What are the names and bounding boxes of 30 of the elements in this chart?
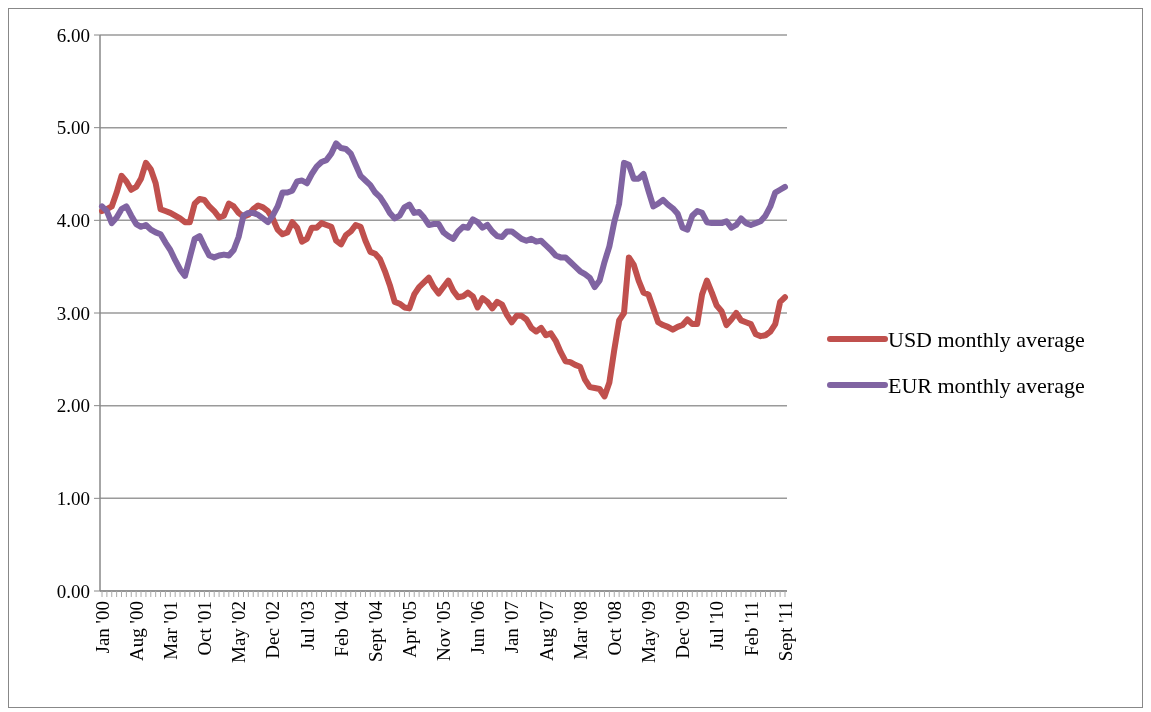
legend-label: USD monthly average <box>888 326 1085 352</box>
x-tick-label: Sept '04 <box>364 600 386 662</box>
x-tick-label: Nov '05 <box>433 601 455 661</box>
legend-label: EUR monthly average <box>888 372 1085 398</box>
x-tick-label: May '09 <box>638 601 660 664</box>
y-tick-label: 1.00 <box>56 487 90 509</box>
x-tick-label: Oct '08 <box>603 601 625 656</box>
x-tick-label: Jul '10 <box>706 601 728 651</box>
x-tick-label: Jan '07 <box>501 601 523 654</box>
x-tick-label: Oct '01 <box>194 601 216 656</box>
x-tick-label: Dec '02 <box>262 601 284 659</box>
y-tick-label: 5.00 <box>56 117 90 139</box>
y-tick-label: 2.00 <box>56 395 90 417</box>
x-tick-label: Jan '00 <box>91 601 113 654</box>
x-tick-label: Jun '06 <box>467 601 489 655</box>
x-tick-label: Feb '04 <box>330 600 352 657</box>
x-tick-label: Aug '07 <box>535 601 557 661</box>
y-tick-label: 0.00 <box>56 580 90 602</box>
x-tick-label: Mar '01 <box>159 601 181 660</box>
x-tick-label: Sept '11 <box>774 601 796 662</box>
y-tick-label: 3.00 <box>56 302 90 324</box>
y-tick-label: 6.00 <box>56 24 90 46</box>
x-tick-label: Aug '00 <box>125 601 147 661</box>
x-tick-label: Jul '03 <box>296 601 318 651</box>
y-tick-label: 4.00 <box>56 209 90 231</box>
x-tick-label: Feb '11 <box>740 601 762 656</box>
x-tick-label: May '02 <box>228 601 250 664</box>
x-tick-label: Apr '05 <box>399 601 420 658</box>
x-tick-label: Mar '08 <box>569 601 591 660</box>
x-tick-label: Dec '09 <box>672 601 694 659</box>
